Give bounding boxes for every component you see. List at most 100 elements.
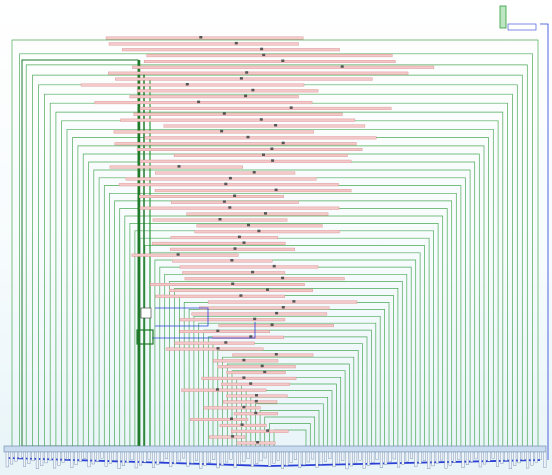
bottom-node [379,451,383,468]
bottom-node [384,451,388,466]
node-marker [231,282,235,285]
connector-bracket [93,169,471,446]
highlight-bar [151,241,286,245]
bottom-node [53,451,57,469]
highlight-bar [114,142,357,146]
node-marker [230,417,233,420]
bottom-node [14,451,18,462]
highlight-bar [174,341,255,345]
bottom-node [100,451,104,459]
bottom-node-row-layer [3,445,547,470]
highlight-bar [109,165,243,169]
highlight-bar [150,283,305,287]
bottom-node [10,451,14,465]
highlight-bar [191,312,328,316]
highlight-bar [170,200,299,204]
bottom-node [435,451,439,464]
highlight-bar [138,194,284,198]
node-marker [177,165,181,168]
node-marker [271,159,275,162]
node-marker [260,364,264,368]
highlight-bar [179,265,319,269]
node-marker [251,88,255,92]
connector-bracket [66,128,494,446]
node-marker [274,353,278,356]
node-marker [275,311,279,315]
bottom-node [534,451,538,463]
node-marker [245,71,249,74]
bottom-node [177,451,181,462]
highlight-bar [125,177,317,181]
bottom-node [35,451,39,469]
node-marker [254,411,258,415]
highlight-bar [143,60,396,64]
connector-bracket [154,259,417,446]
node-marker [234,41,238,45]
highlight-bar [179,330,270,334]
bottom-node [465,451,469,465]
bottom-node [508,451,512,469]
highlight-bar [212,335,284,339]
node-marker [340,65,344,68]
node-marker [185,83,189,86]
highlight-bar [165,347,264,351]
bottom-node [203,451,207,466]
bottom-node [272,451,276,464]
highlight-bar [186,212,329,216]
node-marker [242,376,246,379]
left-box-outline [21,59,139,447]
bottom-node [302,451,306,466]
bottom-node [57,451,61,466]
bottom-node [487,451,491,462]
bottom-node [156,451,160,465]
node-marker [230,259,234,262]
highlight-bar [132,65,435,69]
connector-bracket [250,396,329,446]
connector-bracket [25,64,528,446]
connector-bracket [129,223,439,446]
node-marker [224,182,228,186]
highlight-bar [207,300,358,304]
node-marker [272,264,276,268]
bottom-node [311,451,315,460]
bottom-node [44,451,48,464]
highlight-bars-layer [80,36,435,445]
bottom-node [298,451,302,469]
node-marker [249,335,253,338]
connector-bracket [88,161,476,446]
node-marker [224,341,228,344]
connector-bracket [77,145,485,446]
highlight-bar [136,147,363,151]
bottom-node [521,451,525,461]
bottom-node [246,451,250,459]
node-marker [242,358,246,362]
bottom-node [457,451,461,460]
highlight-bar [139,106,392,110]
highlight-bar [170,236,278,240]
bottom-node [444,451,448,469]
node-marker [257,229,261,233]
bottom-node [160,451,164,462]
bottom-node [530,451,534,466]
blue-connector [155,307,209,327]
bottom-node [40,451,44,467]
bottom-node [237,451,241,465]
junction-box [140,307,152,319]
bottom-node [392,451,396,460]
bottom-node [470,451,474,463]
node-marker [228,206,232,209]
bottom-node [478,451,482,468]
node-marker [246,135,250,139]
bottom-node [70,451,74,468]
bottom-node [259,451,263,462]
bottom-node [539,451,543,460]
bottom-node [268,451,272,467]
node-marker [264,212,267,215]
node-marker [242,405,246,409]
node-marker [292,300,296,303]
bottom-node [190,451,194,464]
bottom-node [526,451,530,469]
bottom-node [319,451,323,465]
node-marker [260,47,264,51]
bottom-node [27,451,31,464]
